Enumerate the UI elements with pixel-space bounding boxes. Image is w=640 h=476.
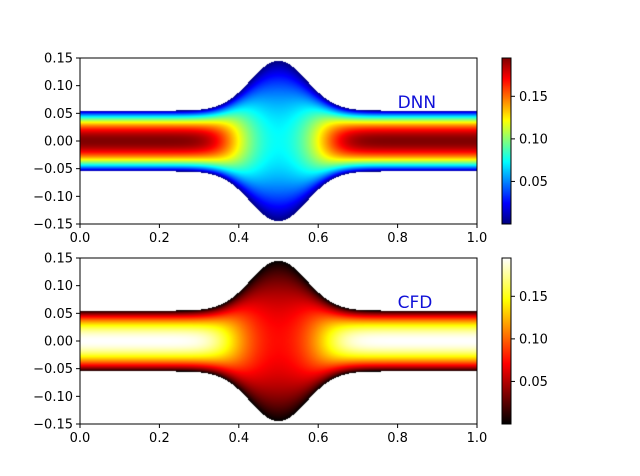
colorbar-frame <box>501 257 512 425</box>
x-tick-label: 0.6 <box>308 231 329 246</box>
colorbar-frame <box>501 57 512 225</box>
y-tick-label: 0.15 <box>44 252 73 267</box>
x-tick-label: 0.8 <box>387 431 408 446</box>
colorbar-tick-label: 0.05 <box>519 375 548 390</box>
x-tick-label: 1.0 <box>467 431 488 446</box>
y-tick-label: 0.00 <box>44 335 73 350</box>
x-tick-label: 0.0 <box>70 431 91 446</box>
x-tick-label: 0.8 <box>387 231 408 246</box>
colorbar <box>502 258 511 424</box>
dnn-panel: 0.0 0.2 0.4 0.6 0.8 1.0 0.15 0.10 0.05 0.00 −0.05 −… <box>33 52 548 247</box>
y-tick-label: 0.00 <box>44 135 73 150</box>
x-tick-label: 0.2 <box>149 231 170 246</box>
x-tick-label: 0.4 <box>228 431 249 446</box>
colorbar-tick-label: 0.10 <box>519 332 548 347</box>
x-tick-label: 0.4 <box>228 231 249 246</box>
panel-label: DNN <box>398 93 437 113</box>
field-image <box>80 58 477 224</box>
cfd-panel: 0.0 0.2 0.4 0.6 0.8 1.0 0.15 0.10 0.05 0.00 −0.05 −… <box>33 252 548 447</box>
y-tick-label: 0.15 <box>44 52 73 67</box>
y-tick-label: −0.10 <box>33 390 73 405</box>
field-image <box>80 258 477 424</box>
x-tick-label: 1.0 <box>467 231 488 246</box>
y-tick-label: −0.05 <box>33 362 73 377</box>
y-tick-label: −0.10 <box>33 190 73 205</box>
x-tick-label: 0.0 <box>70 231 91 246</box>
colorbar-tick-label: 0.15 <box>519 290 548 305</box>
colorbar-tick-label: 0.10 <box>519 132 548 147</box>
y-tick-label: 0.10 <box>44 279 73 294</box>
colorbar-tick-label: 0.05 <box>519 175 548 190</box>
y-tick-label: 0.05 <box>44 107 73 122</box>
colorbar <box>502 58 511 224</box>
y-tick-label: 0.05 <box>44 307 73 322</box>
x-tick-label: 0.2 <box>149 431 170 446</box>
y-tick-label: −0.15 <box>33 218 73 233</box>
y-tick-label: 0.10 <box>44 79 73 94</box>
panel-label: CFD <box>398 293 433 313</box>
y-tick-label: −0.05 <box>33 162 73 177</box>
x-tick-label: 0.6 <box>308 431 329 446</box>
colorbar-tick-label: 0.15 <box>519 90 548 105</box>
y-tick-label: −0.15 <box>33 418 73 433</box>
